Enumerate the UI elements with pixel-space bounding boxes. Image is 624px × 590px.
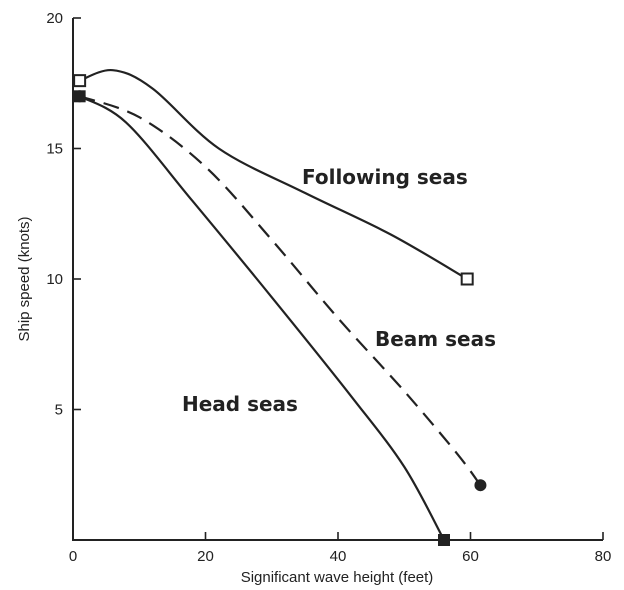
series-line-head-seas xyxy=(79,95,445,541)
series-label-beam-seas: Beam seas xyxy=(375,327,496,351)
series-line-following-seas xyxy=(79,69,468,280)
series-curves xyxy=(79,69,482,541)
x-tick-label-20: 20 xyxy=(197,548,214,565)
series-markers xyxy=(73,74,487,546)
x-tick-label-80: 80 xyxy=(595,548,612,565)
y-tick-label-20: 20 xyxy=(46,10,63,27)
x-tick-label-40: 40 xyxy=(330,548,347,565)
marker-following-seas-end xyxy=(460,272,474,286)
x-tick-label-60: 60 xyxy=(462,548,479,565)
y-axis-title: Ship speed (knots) xyxy=(16,216,33,341)
marker-head-seas-start xyxy=(73,90,86,103)
marker-following-seas-start xyxy=(73,74,87,88)
axes xyxy=(72,18,603,541)
x-tick-label-0: 0 xyxy=(69,548,77,565)
series-label-following-seas: Following seas xyxy=(302,165,468,189)
series-line-beam-seas xyxy=(79,95,482,486)
y-tick-label-10: 10 xyxy=(46,271,63,288)
ticks: 0 20 40 60 80 5 10 15 20 xyxy=(46,10,611,565)
x-axis-title: Significant wave height (feet) xyxy=(241,569,434,586)
marker-beam-seas-end xyxy=(474,479,487,492)
marker-head-seas-end xyxy=(438,534,450,546)
y-tick-label-15: 15 xyxy=(46,141,63,158)
y-tick-label-5: 5 xyxy=(55,402,63,419)
series-label-head-seas: Head seas xyxy=(182,392,298,416)
